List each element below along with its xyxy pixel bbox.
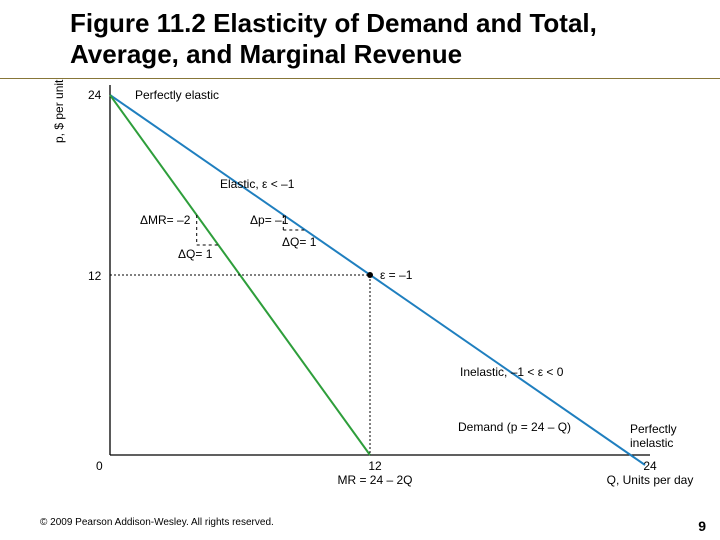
y-tick-24: 24 (88, 88, 101, 102)
delta-p-label: Δp= –1 (250, 213, 288, 227)
x-tick-12-val: 12 (368, 459, 381, 473)
copyright-footer: © 2009 Pearson Addison-Wesley. All right… (40, 517, 274, 528)
x-tick-12-mr: MR = 24 – 2Q (337, 473, 412, 487)
unit-elastic-label: ε = –1 (380, 268, 412, 282)
page-number: 9 (698, 518, 706, 534)
origin-label: 0 (96, 459, 103, 473)
x-tick-24-units: Q, Units per day (607, 473, 694, 487)
y-tick-12: 12 (88, 269, 101, 283)
perfectly-inelastic-label: Perfectly inelastic (630, 422, 690, 451)
inelastic-label: Inelastic, –1 < ε < 0 (460, 365, 563, 379)
chart-svg (50, 85, 675, 485)
demand-line-label: Demand (p = 24 – Q) (458, 420, 571, 434)
chart-area: p, $ per unit 24 12 0 12 MR = 24 – 2Q 24… (50, 85, 675, 485)
slide: Figure 11.2 Elasticity of Demand and Tot… (0, 0, 720, 540)
delta-q-left-label: ΔQ= 1 (178, 247, 212, 261)
perfectly-elastic-label: Perfectly elastic (135, 88, 219, 102)
title-rule (0, 78, 720, 79)
elastic-label: Elastic, ε < –1 (220, 177, 294, 191)
demand-line (110, 95, 645, 465)
x-tick-24-val: 24 (643, 459, 656, 473)
delta-q-right-label: ΔQ= 1 (282, 235, 316, 249)
figure-title: Figure 11.2 Elasticity of Demand and Tot… (70, 8, 690, 70)
y-axis-label-text: p, $ per unit (52, 80, 66, 143)
delta-mr-label: ΔMR= –2 (140, 213, 190, 227)
x-tick-24: 24 Q, Units per day (595, 459, 705, 488)
y-axis-label: p, $ per unit (52, 80, 66, 143)
x-tick-12: 12 MR = 24 – 2Q (330, 459, 420, 488)
